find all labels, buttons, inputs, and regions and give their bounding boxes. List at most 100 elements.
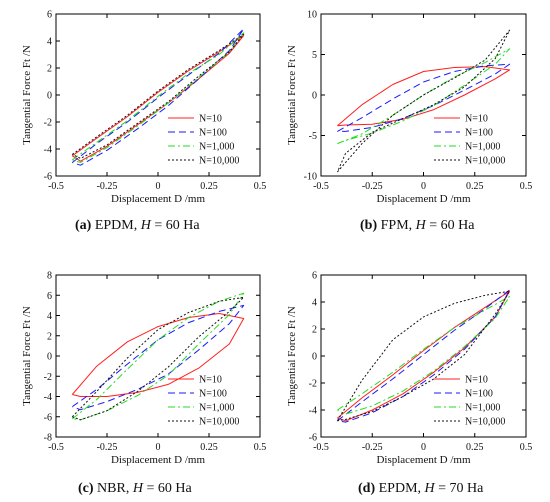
panel-d-ytick-label: 0	[312, 352, 317, 363]
caption-c: (c) NBR, H = 60 Ha	[78, 481, 192, 496]
caption-b: (b) FPM, H = 60 Ha	[360, 218, 475, 233]
panel-a-legend: N=10 N=100 N=1,000 N=10,000	[168, 114, 239, 167]
panel-a-legend-label-2: N=1,000	[199, 142, 234, 153]
panel-b-ytick-label: -5	[309, 131, 317, 142]
panel-d: -0.5 -0.25 0 0.25 0.5 -6 -4 -2 0 2 4 6 Displacement …	[286, 271, 532, 467]
caption-d-h-label: H	[424, 481, 435, 496]
panel-c-xtick-label: 0.25	[200, 442, 218, 453]
panel-c-ytick-label: -2	[44, 372, 52, 383]
panel-a-xtick-label: -0.5	[48, 181, 64, 192]
caption-c-h-label: H	[132, 481, 143, 496]
panel-d-x-axis-label: Displacement D /mm	[376, 454, 471, 466]
caption-d-tag: (d)	[358, 481, 376, 496]
caption-d: (d) EPDM, H = 70 Ha	[358, 481, 484, 496]
panel-c-legend-label-2: N=1,000	[199, 403, 234, 414]
panel-d-xtick-label: -0.25	[362, 442, 383, 453]
panel-d-ytick-label: -4	[309, 406, 317, 417]
caption-b-material: FPM	[380, 218, 409, 233]
panel-c-ytick-label: 2	[47, 331, 52, 342]
panel-c-legend-label-0: N=10	[199, 375, 222, 386]
panel-b-ytick-label: 5	[312, 50, 317, 61]
panel-d-xtick-label: -0.5	[313, 442, 329, 453]
panel-c-series-3-line	[71, 296, 245, 421]
panel-c-legend: N=10 N=100 N=1,000 N=10,000	[168, 375, 239, 428]
panel-a-xtick-label: -0.25	[97, 181, 118, 192]
panel-c-xtick-label: 0	[156, 442, 161, 453]
panel-a-ytick-label: 4	[47, 37, 52, 48]
panel-c-xtick-label: -0.25	[97, 442, 118, 453]
panel-d-ytick-label: 4	[312, 298, 317, 309]
panel-d-series-0-line	[337, 290, 511, 422]
panel-b-series-1-line	[337, 63, 511, 132]
panel-b-y-axis-label: Tangential Force Ft /N	[286, 45, 298, 145]
caption-a: (a) EPDM, H = 60 Ha	[75, 218, 200, 233]
panel-b-series-0-line	[337, 66, 511, 127]
panel-c-ytick-label: -6	[44, 412, 52, 423]
panel-b: -0.5 -0.25 0 0.25 0.5 -10 -5 0 5 10 Displacement D…	[286, 10, 532, 206]
panel-b-legend-label-3: N=10,000	[465, 156, 505, 167]
panel-d-legend-label-1: N=100	[465, 389, 493, 400]
caption-c-tag: (c)	[78, 481, 94, 496]
panel-b-xtick-label: -0.5	[313, 181, 329, 192]
panel-d-legend: N=10 N=100 N=1,000 N=10,000	[434, 375, 505, 428]
panel-c-legend-label-3: N=10,000	[199, 417, 239, 428]
caption-a-h-value: = 60 Ha	[154, 218, 200, 233]
panel-d-ytick-label: -6	[309, 433, 317, 444]
panel-d-y-axis-label: Tangential Force Ft /N	[286, 306, 298, 406]
panel-c-series-1-line	[72, 304, 245, 411]
caption-a-tag: (a)	[75, 218, 92, 233]
caption-a-material: EPDM	[94, 218, 134, 233]
panel-d-series-2-line	[337, 296, 511, 415]
panel-b-legend-label-2: N=1,000	[465, 142, 500, 153]
panel-a-xtick-label: 0.25	[200, 181, 218, 192]
caption-d-h-value: = 70 Ha	[438, 481, 484, 496]
panel-a-series-0-line	[72, 35, 245, 162]
panel-c-y-axis-label: Tangential Force Ft /N	[21, 306, 33, 406]
panel-a-legend-label-3: N=10,000	[199, 156, 239, 167]
panel-a-y-axis-label: Tangential Force Ft /N	[21, 45, 33, 145]
panel-b-ytick-label: 0	[312, 91, 317, 102]
panel-a-ytick-label: 6	[47, 10, 52, 21]
panel-b-legend: N=10 N=100 N=1,000 N=10,000	[434, 114, 505, 167]
panel-b-ytick-label: 10	[307, 10, 317, 21]
caption-c-h-value: = 60 Ha	[146, 481, 192, 496]
panel-d-ytick-label: 6	[312, 271, 317, 282]
panel-a-ytick-label: 2	[47, 64, 52, 75]
panel-b-legend-label-1: N=100	[465, 128, 493, 139]
panel-b-x-axis-label: Displacement D /mm	[376, 193, 471, 205]
panel-c-series-2-line	[71, 292, 245, 421]
caption-b-tag: (b)	[360, 218, 378, 233]
panel-a-legend-label-0: N=10	[199, 114, 222, 125]
panel-c-x-axis-label: Displacement D /mm	[111, 454, 206, 466]
caption-a-h-label: H	[140, 218, 151, 233]
panel-c-series-0-line	[71, 313, 245, 397]
panel-b-legend-label-0: N=10	[465, 114, 488, 125]
caption-d-material: EPDM	[378, 481, 418, 496]
panel-a-ytick-label: -4	[44, 145, 52, 156]
panel-a-ytick-label: 0	[47, 91, 52, 102]
panel-b-xtick-label: 0.25	[466, 181, 484, 192]
caption-b-h-value: = 60 Ha	[429, 218, 475, 233]
panel-a-ytick-label: -2	[44, 118, 52, 129]
panel-b-series-3-line	[336, 29, 511, 173]
panel-d-ytick-label: 2	[312, 325, 317, 336]
panel-d-legend-label-3: N=10,000	[465, 417, 505, 428]
panel-c-xtick-label: 0.5	[254, 442, 267, 453]
panel-c: -0.5 -0.25 0 0.25 0.5 -8 -6 -4 -2 0 2 4 6 8 Displaceme…	[21, 271, 266, 467]
caption-b-h-label: H	[415, 218, 426, 233]
panel-c-legend-label-1: N=100	[199, 389, 227, 400]
panel-c-ytick-label: -8	[44, 433, 52, 444]
panel-c-ytick-label: 6	[47, 291, 52, 302]
panel-c-ytick-label: 0	[47, 352, 52, 363]
panel-d-series-3-line	[336, 290, 511, 422]
panel-a-xtick-label: 0	[156, 181, 161, 192]
panel-d-ytick-label: -2	[309, 379, 317, 390]
panel-b-xtick-label: 0.5	[520, 181, 533, 192]
panel-b-ytick-label: -10	[304, 172, 317, 183]
panel-c-xtick-label: -0.5	[48, 442, 64, 453]
panel-d-xtick-label: 0.5	[520, 442, 533, 453]
panel-a-x-axis-label: Displacement D /mm	[111, 193, 206, 205]
caption-c-material: NBR	[97, 481, 126, 496]
panel-d-xtick-label: 0	[421, 442, 426, 453]
